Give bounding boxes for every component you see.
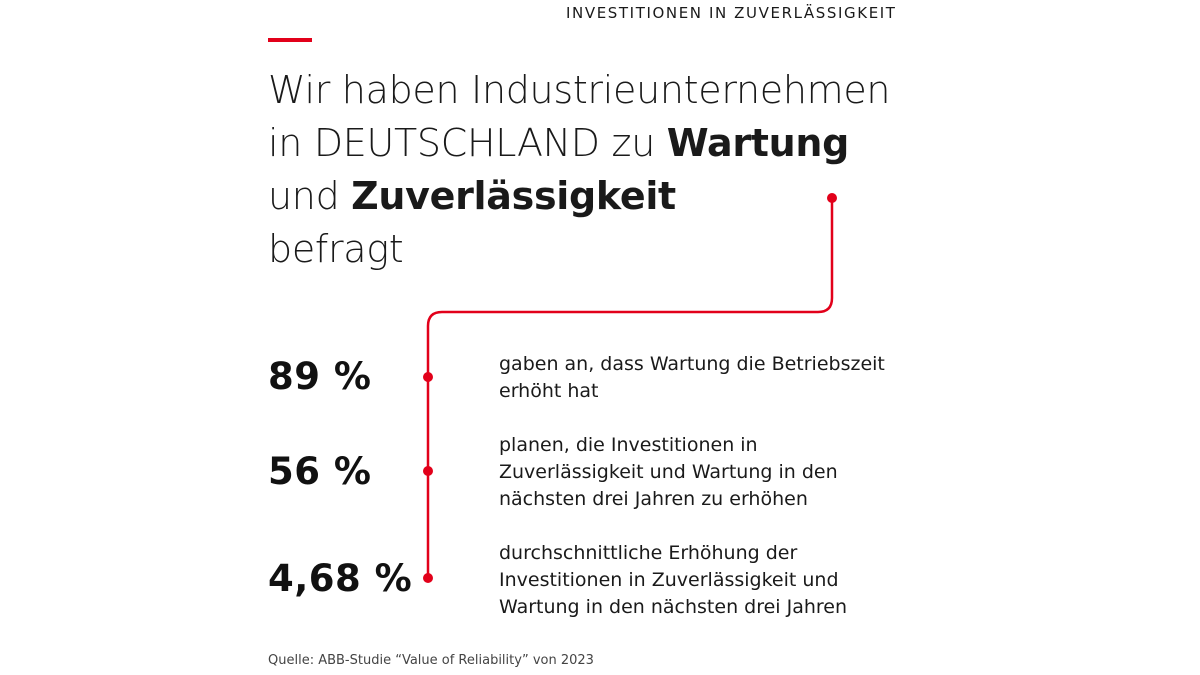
- stat-3-line-2: Investitionen in Zuverlässigkeit und: [499, 569, 839, 591]
- stat-3-line-3: Wartung in den nächsten drei Jahren: [499, 596, 848, 618]
- stat-description-1: gaben an, dass Wartung die Betriebszeit …: [499, 351, 959, 405]
- headline-line-3-plain: und: [268, 174, 352, 218]
- headline-line-4: befragt: [268, 227, 404, 271]
- stat-2-line-2: Zuverlässigkeit und Wartung in den: [499, 461, 838, 483]
- stat-value-3: 4,68 %: [268, 557, 413, 600]
- connector-dot-2: [423, 466, 433, 476]
- accent-bar: [268, 38, 312, 42]
- stat-3-line-1: durchschnittliche Erhöhung der: [499, 542, 798, 564]
- stat-value-1: 89 %: [268, 355, 372, 398]
- connector-dot-3: [423, 573, 433, 583]
- connector-dot-1: [423, 372, 433, 382]
- stat-description-2: planen, die Investitionen in Zuverlässig…: [499, 432, 959, 513]
- stat-2-line-1: planen, die Investitionen in: [499, 434, 758, 456]
- connector-path: [426, 196, 834, 580]
- headline-line-3: und Zuverlässigkeit: [268, 170, 968, 223]
- connector-start-dot: [827, 193, 837, 203]
- stat-2-line-3: nächsten drei Jahren zu erhöhen: [499, 488, 808, 510]
- stat-description-3: durchschnittliche Erhöhung der Investiti…: [499, 540, 959, 621]
- headline-line-2-plain: in DEUTSCHLAND zu: [268, 121, 667, 165]
- stat-1-line-1: gaben an, dass Wartung die Betriebszeit: [499, 353, 885, 375]
- headline-keyword-zuverlaessigkeit: Zuverlässigkeit: [351, 174, 676, 218]
- headline-line-1: Wir haben Industrieunternehmen: [268, 68, 891, 112]
- headline: Wir haben Industrieunternehmen in DEUTSC…: [268, 64, 968, 276]
- headline-line-2: in DEUTSCHLAND zu Wartung: [268, 117, 968, 170]
- stat-1-line-2: erhöht hat: [499, 380, 599, 402]
- stat-value-2: 56 %: [268, 450, 372, 493]
- section-kicker: INVESTITIONEN IN ZUVERLÄSSIGKEIT: [566, 4, 897, 22]
- headline-keyword-wartung: Wartung: [666, 121, 850, 165]
- source-note: Quelle: ABB-Studie “Value of Reliability…: [268, 653, 594, 668]
